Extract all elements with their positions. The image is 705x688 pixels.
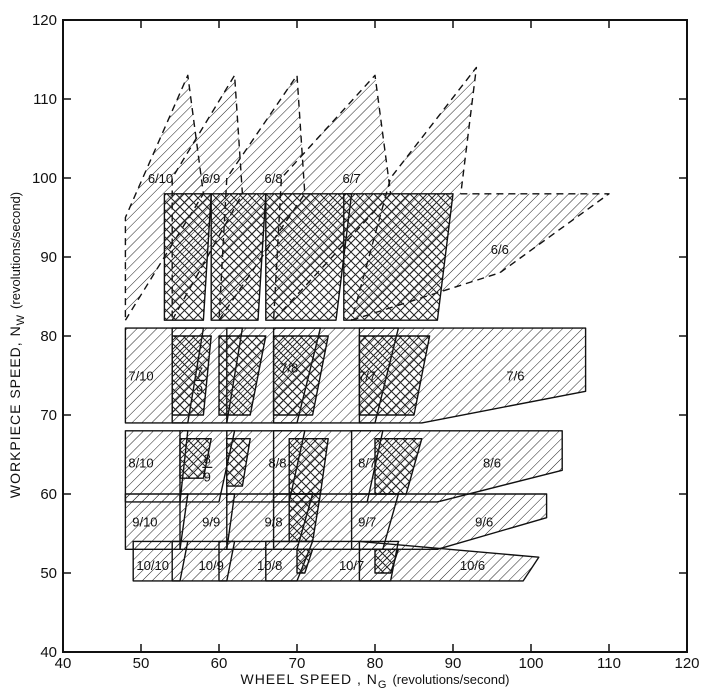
fraction-numerator: 7	[196, 364, 203, 379]
region-label: 9/9	[202, 515, 220, 530]
overlap-region	[343, 193, 454, 321]
region-label: 10/10	[136, 558, 169, 573]
y-tick-label: 110	[33, 91, 57, 108]
region-label: 7/6	[506, 369, 524, 384]
x-tick-label: 70	[289, 655, 306, 672]
x-axis-title: WHEEL SPEED , NG (revolutions/second)	[240, 671, 509, 688]
region-label: 6/8	[265, 171, 283, 186]
fraction-numerator: 8	[204, 451, 211, 466]
x-tick-label: 50	[133, 655, 150, 672]
region-label: 10/7	[339, 558, 364, 573]
region-label: 8/10	[128, 455, 153, 470]
y-tick-label: 100	[32, 170, 57, 187]
region-label: 7/8	[280, 361, 298, 376]
region-label: 10/6	[460, 558, 485, 573]
overlap-region	[226, 438, 251, 487]
region-label: 8/7	[358, 455, 376, 470]
y-axis-units: (revolutions/second)	[8, 192, 23, 309]
overlap-region	[272, 335, 329, 416]
region-label: 10/8	[257, 558, 282, 573]
region-label: 6/10	[148, 171, 173, 186]
overlap-region	[374, 548, 400, 574]
y-tick-label: 80	[40, 328, 57, 345]
y-tick-label: 50	[40, 565, 57, 582]
region-label: 8/6	[483, 455, 501, 470]
x-tick-label: 100	[518, 655, 543, 672]
region-label: 9/7	[358, 515, 376, 530]
x-axis-label: WHEEL SPEED , N	[240, 671, 377, 687]
fraction-denominator: 9	[204, 469, 211, 484]
fraction-denominator: 9	[196, 382, 203, 397]
y-tick-label: 40	[40, 644, 57, 661]
regions-layer	[124, 66, 610, 582]
overlap-region	[265, 193, 353, 321]
overlap-region	[296, 548, 314, 574]
y-tick-label: 120	[32, 12, 57, 29]
overlap-region	[288, 493, 322, 543]
x-tick-label: 40	[55, 655, 72, 672]
x-axis-units: (revolutions/second)	[392, 672, 509, 687]
y-axis-subscript: W	[15, 314, 27, 325]
labels-layer: 6/10 6/9 6/8 6/7 6/6 7/10 7/8 7/7 7/6 8/10 8/8 8/7 8…	[128, 171, 524, 573]
region-9-6	[350, 493, 548, 550]
region-label: 6/9	[202, 171, 220, 186]
overlap-region	[218, 335, 267, 416]
region-label: 9/10	[132, 515, 157, 530]
region-label: 10/9	[199, 558, 224, 573]
overlap-region	[358, 335, 431, 416]
y-tick-label: 90	[40, 249, 57, 266]
overlap-region	[374, 438, 423, 495]
overlaps-layer	[163, 193, 454, 574]
x-axis-subscript: G	[378, 679, 388, 688]
overlap-region	[210, 193, 267, 321]
x-tick-label: 120	[674, 655, 699, 672]
region-label: 9/8	[265, 515, 283, 530]
y-tick-label: 60	[40, 486, 57, 503]
region-label: 6/7	[343, 171, 361, 186]
region-label: 7/10	[128, 369, 153, 384]
x-tick-label: 110	[597, 655, 621, 672]
x-tick-label: 80	[367, 655, 384, 672]
overlap-region	[171, 335, 212, 416]
y-axis-title: WORKPIECE SPEED, NW (revolutions/second)	[7, 192, 27, 498]
region-label: 9/6	[475, 515, 493, 530]
overlap-region	[179, 438, 212, 479]
overlap-region	[163, 193, 212, 321]
region-label: 7/7	[358, 369, 376, 384]
y-axis-label: WORKPIECE SPEED, N	[7, 325, 23, 498]
ticks-layer: 40 50 60 70 80 90 100 110 120 40 50 60 70 80 90 100 110 1…	[32, 12, 700, 672]
y-tick-label: 70	[40, 407, 57, 424]
x-tick-label: 90	[445, 655, 462, 672]
region-label: 6/6	[491, 242, 509, 257]
x-tick-label: 60	[211, 655, 228, 672]
region-10-6	[358, 540, 540, 582]
region-label: 8/8	[268, 455, 286, 470]
